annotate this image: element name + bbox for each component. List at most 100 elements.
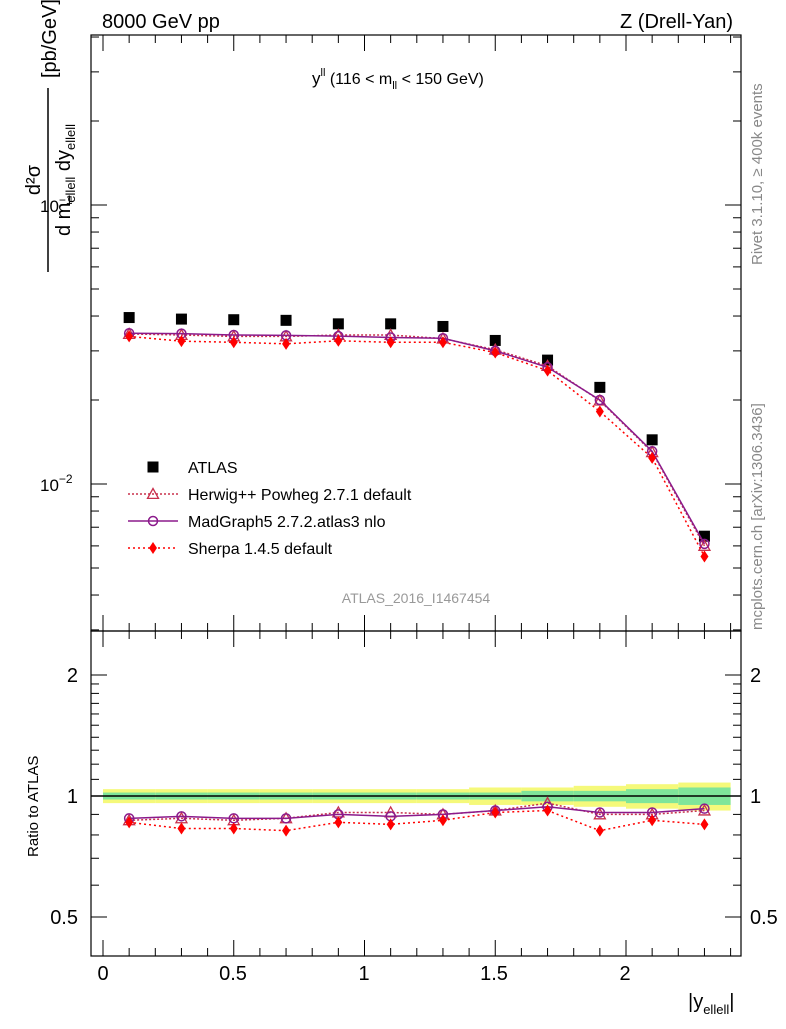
- data-point-square: [698, 530, 710, 542]
- legend-marker-circle: [147, 515, 159, 527]
- data-point-square: [646, 434, 658, 446]
- data-point-diamond: [438, 336, 447, 349]
- ratio-point-diamond: [125, 816, 134, 829]
- title-rest-1: (116 < m: [325, 71, 392, 88]
- ratio-point-circle: [280, 813, 292, 824]
- series-line-circle: [129, 332, 706, 545]
- legend-item: MadGraph5 2.7.2.atlas3 nlo: [128, 514, 386, 531]
- xtick-label-0: 0: [97, 963, 108, 985]
- legend-label: Sherpa 1.4.5 default: [188, 541, 333, 558]
- data-point-square: [594, 381, 606, 393]
- data-point-square: [489, 334, 501, 346]
- legend-label: Herwig++ Powheg 2.7.1 default: [188, 487, 412, 504]
- x-axis-label: |yellell|: [688, 991, 734, 1017]
- den-sub-2: ellell: [63, 124, 78, 150]
- title-sub: ll: [392, 80, 397, 92]
- ratio-point-diamond: [700, 818, 709, 831]
- header-left-title: 8000 GeV pp: [102, 11, 220, 33]
- ratio-point-diamond: [491, 806, 500, 819]
- legend-item: ATLAS: [147, 460, 238, 477]
- y-label-numerator: d²σ: [23, 164, 45, 195]
- ratio-tick-0.5-right: 0.5: [750, 907, 778, 929]
- ratio-point-diamond: [282, 824, 291, 837]
- series-line-diamond: [129, 335, 706, 557]
- ratio-point-diamond: [386, 818, 395, 831]
- xlabel-end: |: [729, 991, 734, 1013]
- ratio-line-circle: [129, 806, 705, 820]
- legend: ATLAS Herwig++ Powheg 2.7.1 default MadGra…: [128, 460, 412, 558]
- mcplots-label: mcplots.cern.ch [arXiv:1306.3436]: [749, 403, 766, 630]
- header-right-title: Z (Drell-Yan): [620, 11, 733, 33]
- ratio-point-circle: [699, 803, 710, 814]
- ratio-point-diamond: [595, 824, 604, 837]
- data-point-diamond: [282, 337, 291, 350]
- ratio-line-triangle: [129, 802, 705, 822]
- ratio-point-diamond: [334, 816, 343, 829]
- ratio-y-label: Ratio to ATLAS: [25, 756, 42, 857]
- ratio-point-diamond: [177, 822, 186, 835]
- data-point-triangle: [697, 539, 712, 551]
- data-point-diamond: [125, 330, 134, 343]
- title-rest-2: < 150 GeV): [397, 71, 484, 88]
- den-part-1: d m: [53, 203, 75, 236]
- data-point-square: [228, 314, 240, 326]
- y-label-unit: [pb/GeV]: [39, 0, 61, 78]
- data-point-square: [437, 320, 449, 332]
- xtick-label-1.5: 1.5: [480, 963, 508, 985]
- xlabel-main: |y: [688, 991, 703, 1013]
- ytick-0.01-base: 10: [40, 476, 59, 495]
- ratio-point-triangle: [697, 803, 712, 816]
- rivet-label: Rivet 3.1.10, ≥ 400k events: [749, 83, 766, 265]
- ratio-panel-frame: [90, 630, 742, 957]
- title-sup: ll: [321, 67, 326, 79]
- data-point-diamond: [334, 334, 343, 347]
- ratio-point-diamond: [648, 814, 657, 827]
- ytick-0.1-exp: −1: [59, 193, 73, 207]
- ytick-label-0.01: 10−2: [40, 472, 73, 495]
- ratio-series-layer: [122, 796, 712, 837]
- data-point-square: [280, 314, 292, 326]
- legend-label: ATLAS: [188, 460, 238, 477]
- ratio-tick-0.5-left: 0.5: [50, 907, 78, 929]
- main-series-layer: [122, 312, 712, 563]
- ratio-tick-1-left: 1: [67, 786, 78, 808]
- xtick-label-0.5: 0.5: [219, 963, 247, 985]
- title-main: y: [312, 69, 321, 88]
- data-point-diamond: [386, 336, 395, 349]
- x-axis-ticks: [102, 35, 732, 956]
- main-plot-title: yll (116 < mll < 150 GeV): [312, 67, 484, 92]
- ratio-tick-2-left: 2: [67, 665, 78, 687]
- data-point-square: [123, 312, 135, 324]
- data-point-diamond: [177, 335, 186, 348]
- ratio-point-diamond: [229, 822, 238, 835]
- main-y-label: d²σ d mellell dyellell [pb/GeV]: [23, 0, 78, 272]
- legend-item: Sherpa 1.4.5 default: [128, 541, 333, 558]
- ratio-point-triangle: [593, 807, 607, 820]
- xtick-label-1: 1: [358, 963, 369, 985]
- ratio-point-circle: [176, 811, 187, 822]
- ratio-line-diamond: [129, 809, 705, 832]
- legend-marker-triangle: [146, 487, 160, 500]
- xtick-label-2: 2: [619, 963, 630, 985]
- data-point-square: [175, 313, 187, 325]
- legend-marker-diamond: [149, 542, 157, 554]
- ytick-label-0.1: 10−1: [40, 193, 73, 216]
- data-point-square: [385, 318, 397, 330]
- den-sub-1: ellell: [63, 177, 78, 203]
- ytick-0.01-exp: −2: [59, 472, 73, 486]
- den-part-2: dy: [53, 150, 75, 177]
- data-point-diamond: [595, 405, 604, 418]
- ratio-tick-1-right: 1: [750, 786, 761, 808]
- legend-item: Herwig++ Powheg 2.7.1 default: [128, 487, 412, 504]
- data-point-diamond: [700, 550, 709, 563]
- ytick-0.1-base: 10: [40, 197, 59, 216]
- data-point-diamond: [491, 346, 500, 359]
- ratio-tick-2-right: 2: [750, 665, 761, 687]
- data-point-diamond: [543, 364, 552, 377]
- data-point-circle: [594, 394, 606, 406]
- data-point-square: [332, 318, 344, 330]
- ratio-point-circle: [594, 807, 606, 818]
- ratio-point-diamond: [543, 804, 552, 817]
- data-point-diamond: [648, 451, 657, 464]
